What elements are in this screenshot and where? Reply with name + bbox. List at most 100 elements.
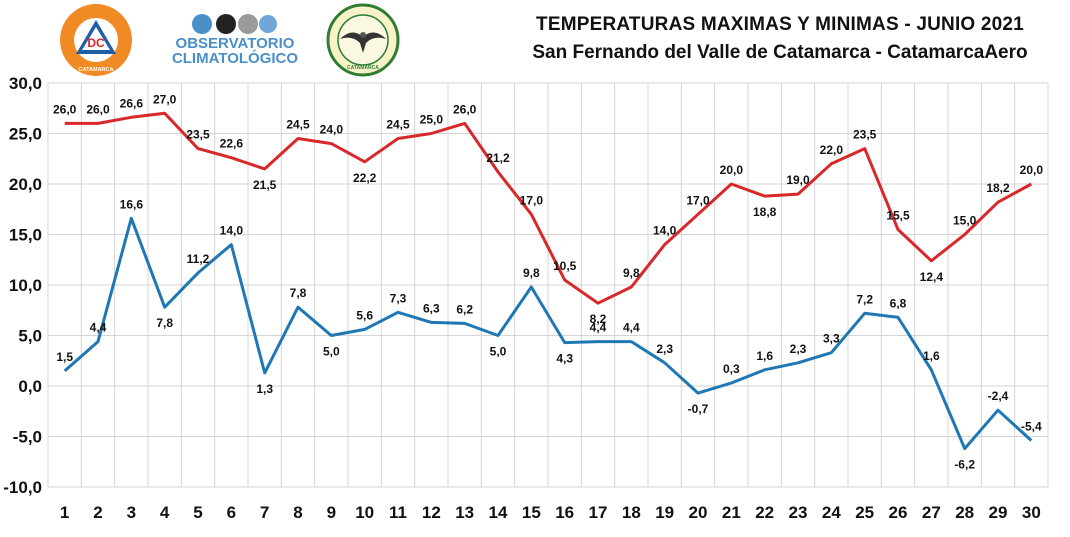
data-label: -6,2 bbox=[954, 458, 975, 472]
x-tick-label: 21 bbox=[722, 503, 741, 522]
x-tick-label: 30 bbox=[1022, 503, 1041, 522]
data-label: 8,2 bbox=[590, 312, 607, 326]
x-tick-label: 5 bbox=[193, 503, 202, 522]
data-label: 18,2 bbox=[986, 181, 1010, 195]
data-label: 4,3 bbox=[556, 352, 573, 366]
observatorio-icons bbox=[192, 14, 277, 34]
x-tick-label: 23 bbox=[789, 503, 808, 522]
x-tick-label: 25 bbox=[855, 503, 874, 522]
data-label: 14,0 bbox=[220, 224, 244, 238]
data-label: 23,5 bbox=[853, 128, 877, 142]
data-label: 0,3 bbox=[723, 362, 740, 376]
x-tick-label: 10 bbox=[355, 503, 374, 522]
grid bbox=[47, 82, 1049, 488]
y-tick-label: -5,0 bbox=[13, 428, 42, 447]
data-label: 22,0 bbox=[820, 143, 844, 157]
x-tick-label: 9 bbox=[327, 503, 336, 522]
data-label: 20,0 bbox=[720, 163, 744, 177]
chart-subtitle: San Fernando del Valle de Catamarca - Ca… bbox=[532, 42, 1028, 63]
x-tick-label: 12 bbox=[422, 503, 441, 522]
observatorio-line2: CLIMATOLÓGICO bbox=[171, 50, 299, 67]
data-label: 1,6 bbox=[756, 349, 773, 363]
data-label: 26,0 bbox=[453, 102, 477, 116]
data-label: 24,5 bbox=[286, 118, 310, 132]
data-label: 7,3 bbox=[390, 291, 407, 305]
y-tick-label: 0,0 bbox=[18, 377, 42, 396]
observatorio-logo-text: OBSERVATORIO CLIMATOLÓGICO bbox=[170, 36, 300, 66]
x-tick-label: 28 bbox=[955, 503, 974, 522]
data-label: 14,0 bbox=[653, 224, 677, 238]
title-block: TEMPERATURAS MAXIMAS Y MINIMAS - JUNIO 2… bbox=[520, 14, 1040, 64]
x-tick-label: 4 bbox=[160, 503, 170, 522]
x-tick-label: 17 bbox=[589, 503, 608, 522]
data-label: 27,0 bbox=[153, 92, 177, 106]
x-axis-ticks: 1 2 3 4 5 6 7 8 9 10 11 12 13 14 15 16 17 18 19 20 21 22 23 24 2… bbox=[60, 503, 1041, 522]
data-label: 22,2 bbox=[353, 171, 377, 185]
x-tick-label: 22 bbox=[755, 503, 774, 522]
y-tick-label: 10,0 bbox=[9, 276, 42, 295]
data-label: 4,4 bbox=[90, 321, 107, 335]
chart-title: TEMPERATURAS MAXIMAS Y MINIMAS - JUNIO 2… bbox=[536, 14, 1024, 35]
data-label: 2,3 bbox=[656, 342, 673, 356]
x-tick-label: 7 bbox=[260, 503, 269, 522]
min-temp-line bbox=[63, 216, 1033, 451]
x-tick-label: 16 bbox=[555, 503, 574, 522]
y-tick-label: 15,0 bbox=[9, 226, 42, 245]
data-label: 26,0 bbox=[53, 102, 77, 116]
data-label: 9,8 bbox=[523, 266, 540, 280]
x-tick-label: 19 bbox=[655, 503, 674, 522]
data-labels: 26,0 26,0 26,6 27,0 23,5 22,6 21,5 24,5 24,0 22,2… bbox=[53, 92, 1043, 471]
x-tick-label: 18 bbox=[622, 503, 641, 522]
data-label: 22,6 bbox=[220, 137, 244, 151]
data-label: 4,4 bbox=[623, 321, 640, 335]
data-label: 20,0 bbox=[1020, 163, 1044, 177]
data-label: 6,3 bbox=[423, 301, 440, 315]
defensa-civil-logo: DC CATAMARCA bbox=[60, 4, 132, 76]
x-tick-label: 20 bbox=[689, 503, 708, 522]
max-temp-line bbox=[64, 111, 1033, 305]
x-tick-label: 15 bbox=[522, 503, 541, 522]
data-label: 7,2 bbox=[856, 292, 873, 306]
x-tick-label: 24 bbox=[822, 503, 841, 522]
x-tick-label: 27 bbox=[922, 503, 941, 522]
data-label: 7,8 bbox=[156, 316, 173, 330]
data-label: 21,2 bbox=[486, 151, 510, 165]
data-label: 15,5 bbox=[886, 208, 910, 222]
data-label: 5,0 bbox=[490, 345, 507, 359]
data-label: 5,0 bbox=[323, 345, 340, 359]
x-tick-label: 2 bbox=[93, 503, 102, 522]
y-tick-label: 30,0 bbox=[9, 74, 42, 93]
data-label: 5,6 bbox=[356, 308, 373, 322]
data-label: 17,0 bbox=[520, 193, 544, 207]
data-label: 1,5 bbox=[56, 350, 73, 364]
data-label: 2,3 bbox=[790, 342, 807, 356]
data-label: 26,0 bbox=[86, 102, 110, 116]
data-label: 9,8 bbox=[623, 266, 640, 280]
observatorio-line1: OBSERVATORIO bbox=[175, 35, 295, 52]
data-label: 6,2 bbox=[456, 302, 473, 316]
x-tick-label: 29 bbox=[989, 503, 1008, 522]
x-tick-label: 8 bbox=[293, 503, 302, 522]
data-label: 24,5 bbox=[386, 118, 410, 132]
data-label: 6,8 bbox=[890, 296, 907, 310]
y-tick-label: 25,0 bbox=[9, 125, 42, 144]
data-label: 19,0 bbox=[786, 173, 810, 187]
data-label: -5,4 bbox=[1021, 420, 1042, 434]
data-label: 3,3 bbox=[823, 332, 840, 346]
y-axis-ticks: -10,0 -5,0 0,0 5,0 10,0 15,0 20,0 25,0 30,0 bbox=[3, 74, 42, 497]
data-label: 21,5 bbox=[253, 178, 277, 192]
y-tick-label: 20,0 bbox=[9, 175, 42, 194]
data-label: 12,4 bbox=[920, 270, 944, 284]
data-label: 24,0 bbox=[320, 123, 344, 137]
data-label: 11,2 bbox=[187, 252, 210, 266]
y-tick-label: -10,0 bbox=[3, 478, 42, 497]
data-label: -2,4 bbox=[988, 389, 1009, 403]
data-label: 16,6 bbox=[120, 197, 144, 211]
x-tick-label: 6 bbox=[227, 503, 236, 522]
data-label: 10,5 bbox=[553, 259, 577, 273]
seal-logo: CATAMARCA bbox=[326, 3, 400, 77]
data-label: 15,0 bbox=[953, 214, 977, 228]
data-label: 7,8 bbox=[290, 286, 307, 300]
series bbox=[63, 111, 1033, 451]
y-tick-label: 5,0 bbox=[18, 327, 42, 346]
